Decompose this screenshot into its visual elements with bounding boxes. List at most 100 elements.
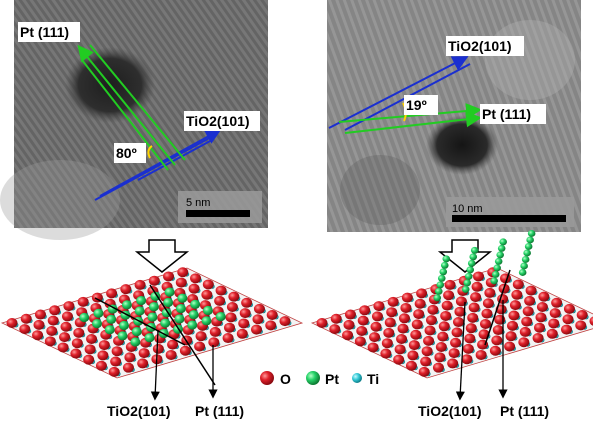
o-atom (464, 333, 476, 344)
bottom-left-tio2-label: TiO2(101) (107, 403, 171, 419)
pt-line-right-2 (344, 111, 482, 134)
o-atom (434, 352, 446, 363)
o-atom (383, 327, 395, 338)
o-atom (120, 284, 132, 295)
o-atom (512, 279, 524, 290)
o-atom (482, 298, 494, 309)
o-atom (343, 319, 355, 330)
o-atom (57, 342, 69, 353)
o-atom (202, 279, 214, 290)
o-atom (316, 318, 328, 328)
pt-atom (461, 285, 470, 293)
pt-atom (117, 331, 128, 341)
pt-atom (119, 320, 130, 331)
pt-line-left-2 (89, 44, 186, 161)
o-atom (519, 326, 531, 337)
pt-atom (463, 279, 472, 287)
o-atom (425, 315, 437, 326)
o-atom (562, 314, 574, 325)
oxygen-atom-icon (260, 371, 274, 385)
o-atom (188, 283, 200, 294)
o-atom (438, 321, 450, 332)
pt-line-left-3 (81, 59, 169, 171)
o-atom (241, 297, 253, 308)
pt-atom (518, 268, 527, 276)
o-atom (251, 324, 263, 335)
pt-atom (201, 316, 212, 326)
pt-atom (188, 310, 199, 320)
o-atom (470, 292, 482, 303)
o-atom (521, 316, 533, 327)
scalebar-left (186, 210, 250, 217)
o-atom (524, 295, 536, 306)
o-atom (455, 296, 467, 307)
o-atom (359, 305, 371, 316)
o-atom (471, 281, 483, 292)
pt-atom (104, 325, 115, 335)
o-atom (84, 344, 96, 355)
pt-atom (434, 287, 443, 295)
o-atom (371, 311, 383, 322)
o-atom (71, 338, 83, 349)
o-atom (451, 327, 463, 338)
pt-atom (524, 242, 533, 250)
o-atom (266, 310, 278, 321)
o-atom (384, 317, 396, 328)
o-atom (535, 312, 547, 323)
tio2-line-left-3 (137, 139, 213, 181)
o-atom (380, 348, 392, 359)
pt-atom (467, 259, 476, 267)
pt-atom (92, 319, 103, 329)
o-atom (461, 354, 473, 365)
o-atom (551, 297, 563, 308)
pt-atom (93, 308, 104, 318)
o-atom (491, 335, 503, 346)
o-atom (163, 271, 175, 282)
o-atom (538, 291, 550, 302)
pt-atom (134, 306, 145, 316)
pt-atom (520, 262, 528, 270)
pt-atom (440, 261, 449, 269)
o-atom (511, 289, 523, 300)
o-atom (448, 348, 460, 359)
o-atom (398, 313, 410, 324)
o-atom (86, 333, 98, 344)
o-atom (481, 308, 493, 319)
pt-atom (499, 238, 507, 246)
o-atom (394, 344, 406, 355)
o-atom (224, 322, 236, 333)
o-atom (357, 315, 369, 326)
angle-label-left: 80º (116, 145, 137, 161)
down-arrow-left-icon (134, 239, 190, 273)
o-atom (418, 366, 430, 377)
o-atom (60, 321, 72, 332)
o-atom (201, 289, 213, 300)
o-atom (111, 346, 123, 357)
angle-arc-left (147, 145, 153, 159)
model-right-axes (455, 269, 511, 401)
pt-line-right-1 (338, 103, 482, 123)
pt-atom (106, 314, 117, 325)
o-atom (70, 348, 82, 359)
o-atom (46, 325, 58, 336)
o-atom (148, 275, 160, 286)
o-atom (61, 311, 73, 322)
o-atom (47, 315, 59, 326)
pt-atom (163, 297, 174, 308)
scalebar-label-left: 5 nm (186, 197, 210, 209)
pt-atom (527, 229, 536, 237)
o-atom (444, 279, 456, 290)
o-atom (63, 301, 75, 312)
o-atom (532, 333, 544, 344)
pt-atom (496, 251, 504, 259)
o-atom (441, 300, 453, 311)
o-atom (450, 337, 462, 348)
o-atom (489, 345, 501, 356)
o-atom (152, 343, 164, 354)
o-atom (34, 309, 46, 320)
o-atom (396, 333, 408, 344)
o-atom (468, 302, 480, 313)
pt-atom (187, 320, 198, 330)
pt-atom (131, 327, 142, 337)
o-atom (525, 285, 537, 296)
